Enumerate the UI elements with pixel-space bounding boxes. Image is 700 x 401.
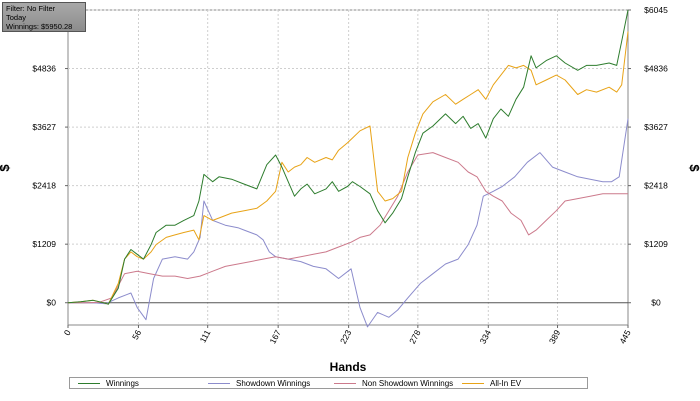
y-tick-label-left: $0 <box>47 298 57 308</box>
y-axis-label-left: $ <box>0 164 12 172</box>
x-tick-label: 223 <box>338 328 354 345</box>
legend-item-winnings: Winnings <box>78 379 139 389</box>
x-tick-label: 389 <box>547 328 563 345</box>
legend-swatch-non-showdown <box>334 383 356 385</box>
y-tick-label-left: $3627 <box>32 122 56 132</box>
filter-info-box: Filter: No Filter Today Winnings: $5950.… <box>2 2 86 32</box>
legend-swatch-showdown <box>208 383 230 385</box>
y-tick-label-left: $1209 <box>32 239 56 249</box>
legend-swatch-allin-ev <box>462 383 484 385</box>
legend-label-allin-ev: All-In EV <box>490 379 522 388</box>
y-tick-label-right: $3627 <box>644 122 668 132</box>
y-tick-label-right: $2418 <box>644 181 668 191</box>
x-axis-label: Hands <box>330 360 367 374</box>
y-tick-label-right: $0 <box>651 298 661 308</box>
y-tick-label-right: $4836 <box>644 64 668 74</box>
y-tick-label-left: $2418 <box>32 181 56 191</box>
non-showdown-winnings-line <box>68 152 628 304</box>
x-tick-label: 56 <box>130 328 143 341</box>
plot-area <box>67 9 629 326</box>
filter-label: Filter: No Filter <box>6 4 56 13</box>
x-tick-label: 278 <box>407 328 423 345</box>
y-tick-label-left: $4836 <box>32 64 56 74</box>
legend-item-allin-ev: All-In EV <box>462 379 521 389</box>
x-tick-label: 111 <box>198 328 213 344</box>
y-axis-label-right: $ <box>687 164 700 172</box>
legend-label-non-showdown: Non Showdown Winnings <box>362 379 454 388</box>
y-ticks-left: $0$1209$2418$3627$4836$6045 <box>32 5 68 308</box>
x-tick-label: 445 <box>617 328 633 345</box>
y-ticks-right: $0 $1209 $2418 $3627 $4836 $6045 <box>628 5 668 308</box>
x-tick-label: 334 <box>478 328 494 345</box>
legend-item-showdown: Showdown Winnings <box>208 379 310 389</box>
date-range-label: Today <box>6 13 27 22</box>
winnings-line <box>67 9 629 305</box>
allin-ev-line <box>67 31 629 305</box>
legend-label-showdown: Showdown Winnings <box>236 379 311 388</box>
legend-item-non-showdown: Non Showdown Winnings <box>334 379 453 389</box>
legend-swatch-winnings <box>78 383 100 385</box>
x-tick-label: 167 <box>267 328 283 345</box>
y-tick-label-right: $1209 <box>644 239 668 249</box>
x-ticks: 0 56 111 167 223 278 334 389 445 <box>62 325 633 345</box>
winnings-total-label: Winnings: $5950.28 <box>6 22 73 31</box>
legend-label-winnings: Winnings <box>106 379 139 388</box>
series-lines <box>67 9 629 328</box>
y-tick-label-right: $6045 <box>644 5 668 15</box>
showdown-winnings-line <box>68 118 629 328</box>
chart-legend: Winnings Showdown Winnings Non Showdown … <box>69 377 588 389</box>
x-tick-label: 0 <box>62 328 73 337</box>
